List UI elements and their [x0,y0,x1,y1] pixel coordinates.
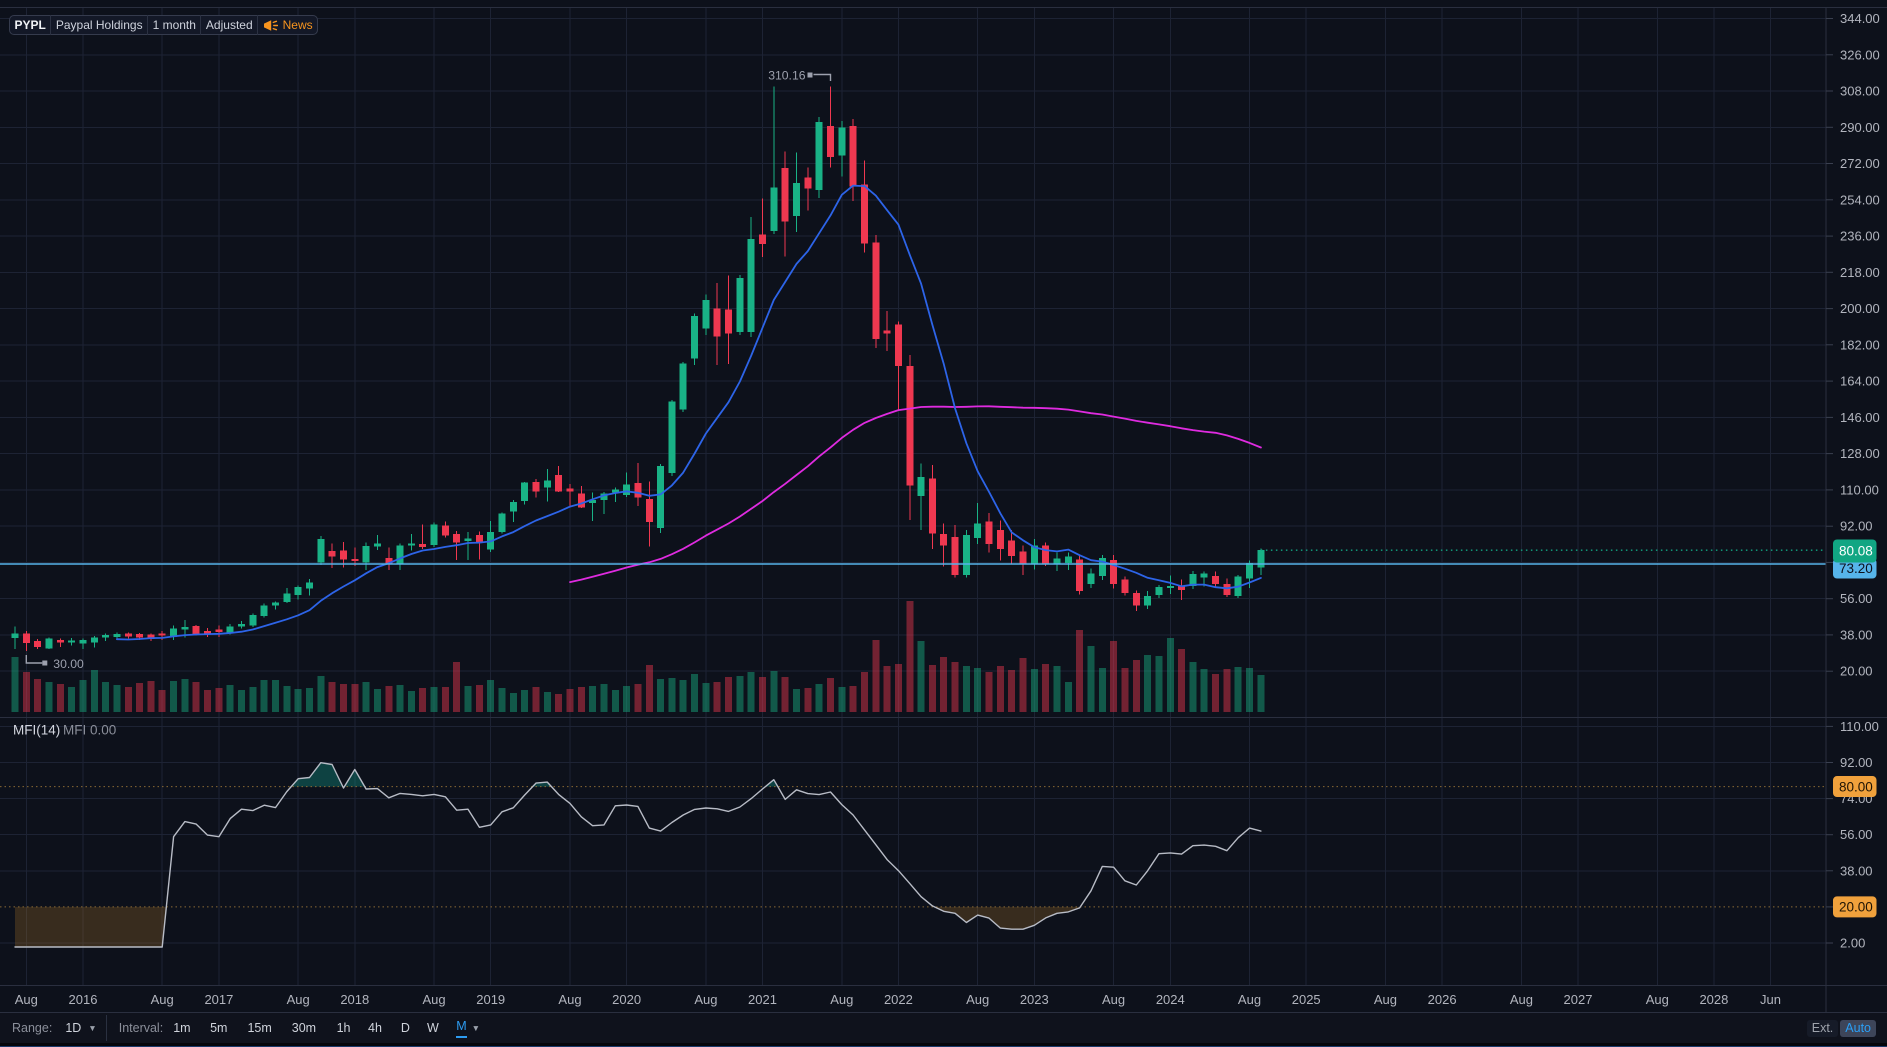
svg-text:20.00: 20.00 [1839,900,1873,915]
svg-text:2026: 2026 [1428,992,1457,1007]
svg-text:290.00: 290.00 [1840,120,1880,135]
svg-text:2022: 2022 [884,992,913,1007]
svg-text:92.00: 92.00 [1840,519,1873,534]
svg-text:56.00: 56.00 [1840,591,1873,606]
svg-text:73.20: 73.20 [1839,561,1873,576]
svg-text:Jun: Jun [1760,992,1781,1007]
svg-text:182.00: 182.00 [1840,337,1880,352]
svg-text:2021: 2021 [748,992,777,1007]
svg-text:2018: 2018 [340,992,369,1007]
svg-text:326.00: 326.00 [1840,47,1880,62]
svg-text:80.00: 80.00 [1839,779,1873,794]
svg-text:236.00: 236.00 [1840,229,1880,244]
svg-text:Aug: Aug [966,992,989,1007]
svg-text:2025: 2025 [1292,992,1321,1007]
svg-text:2.00: 2.00 [1840,936,1865,951]
svg-text:272.00: 272.00 [1840,156,1880,171]
svg-text:146.00: 146.00 [1840,410,1880,425]
svg-text:Aug: Aug [558,992,581,1007]
svg-text:Aug: Aug [15,992,38,1007]
svg-text:20.00: 20.00 [1840,664,1873,679]
svg-text:2024: 2024 [1156,992,1185,1007]
svg-text:MFI(14): MFI(14) [13,723,60,738]
svg-text:2020: 2020 [612,992,641,1007]
svg-text:80.08: 80.08 [1839,544,1873,559]
svg-text:30.00: 30.00 [53,657,84,671]
svg-text:2017: 2017 [204,992,233,1007]
svg-text:200.00: 200.00 [1840,301,1880,316]
svg-text:38.00: 38.00 [1840,863,1873,878]
svg-text:MFI 0.00: MFI 0.00 [63,723,116,738]
svg-text:2023: 2023 [1020,992,1049,1007]
svg-text:310.16: 310.16 [768,69,805,83]
svg-text:110.00: 110.00 [1840,482,1879,497]
svg-text:2027: 2027 [1564,992,1593,1007]
svg-text:Aug: Aug [1238,992,1261,1007]
svg-text:110.00: 110.00 [1840,719,1879,734]
svg-text:308.00: 308.00 [1840,84,1880,99]
svg-text:Aug: Aug [287,992,310,1007]
svg-text:Aug: Aug [151,992,174,1007]
svg-text:Aug: Aug [830,992,853,1007]
svg-text:38.00: 38.00 [1840,627,1873,642]
svg-text:218.00: 218.00 [1840,265,1880,280]
svg-text:56.00: 56.00 [1840,827,1873,842]
svg-text:2028: 2028 [1699,992,1728,1007]
svg-text:Aug: Aug [694,992,717,1007]
svg-text:Aug: Aug [423,992,446,1007]
svg-text:128.00: 128.00 [1840,446,1880,461]
svg-text:164.00: 164.00 [1840,374,1880,389]
svg-text:344.00: 344.00 [1840,11,1880,26]
svg-text:92.00: 92.00 [1840,755,1873,770]
svg-text:254.00: 254.00 [1840,192,1880,207]
svg-text:Aug: Aug [1646,992,1669,1007]
svg-text:Aug: Aug [1374,992,1397,1007]
svg-text:2016: 2016 [69,992,98,1007]
svg-text:Aug: Aug [1102,992,1125,1007]
svg-text:2019: 2019 [476,992,505,1007]
svg-text:Aug: Aug [1510,992,1533,1007]
